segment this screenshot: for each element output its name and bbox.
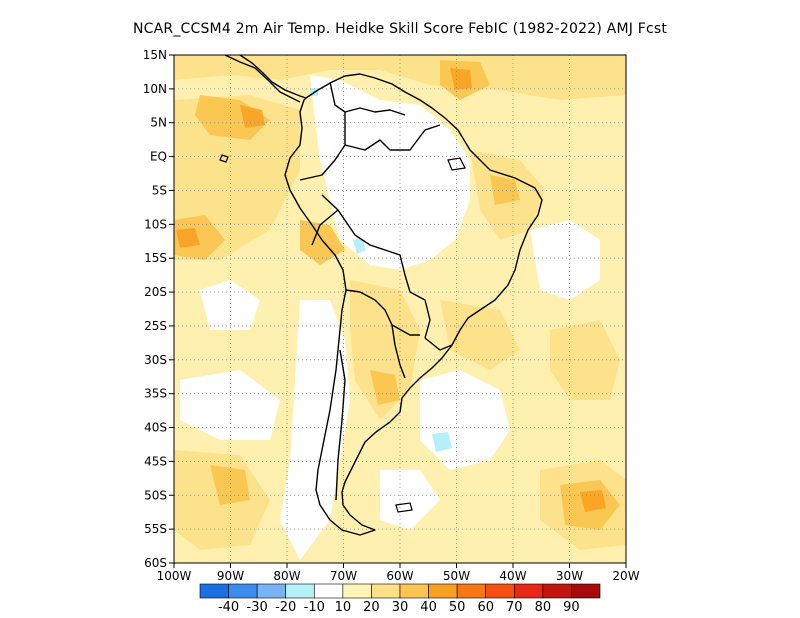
lat-tick-label: 50S	[144, 488, 167, 502]
colorbar-label: -40	[218, 600, 239, 615]
lat-tick-label: 15S	[144, 251, 167, 265]
colorbar-label: 80	[535, 600, 552, 615]
colorbar-label: 50	[449, 600, 466, 615]
colorbar-label: 70	[506, 600, 523, 615]
colorbar-swatch	[513, 583, 544, 599]
latitude-axis: 15N 10N 5N EQ 5S 10S 15S 20S 25S 30S 35S 40S 45S 50S 5…	[143, 48, 174, 570]
colorbar-swatch	[285, 583, 315, 599]
colorbar-labels: -40 -30 -20 -10 10 20 30 40 50 60 70 80 90	[218, 600, 580, 615]
colorbar-swatch	[199, 583, 229, 599]
coastline-outline	[224, 55, 543, 536]
lon-tick-label: 60W	[386, 569, 413, 583]
map-gridlines	[174, 55, 626, 563]
lon-tick-label: 40W	[499, 569, 526, 583]
colorbar-label: -30	[247, 600, 268, 615]
lat-tick-label: 60S	[144, 556, 167, 570]
chart-title: NCAR_CCSM4 2m Air Temp. Heidke Skill Sco…	[132, 21, 668, 37]
lat-tick-label: 30S	[144, 353, 167, 367]
lon-tick-label: 30W	[556, 569, 583, 583]
lat-tick-label: 25S	[144, 319, 167, 333]
colorbar-label: -20	[275, 600, 296, 615]
colorbar-label: 60	[477, 600, 494, 615]
lon-tick-label: 100W	[157, 569, 192, 583]
lat-tick-label: 10N	[143, 82, 167, 96]
colorbar-swatch	[256, 583, 287, 599]
lon-tick-label: 70W	[330, 569, 357, 583]
colorbar-swatch	[428, 583, 458, 599]
colorbar-swatch	[571, 583, 601, 599]
lat-tick-label: 45S	[144, 454, 167, 468]
lon-tick-label: 20W	[612, 569, 639, 583]
colorbar-swatch	[399, 583, 429, 599]
longitude-axis: 100W 90W 80W 70W 60W 50W 40W 30W 20W	[157, 563, 640, 583]
colorbar-swatch	[485, 583, 515, 599]
colorbar-label: 40	[420, 600, 437, 615]
lon-tick-label: 90W	[217, 569, 244, 583]
lat-tick-label: 15N	[143, 48, 167, 62]
lat-tick-label: 5S	[152, 183, 167, 197]
islands	[219, 154, 466, 513]
lat-tick-label: 35S	[144, 387, 167, 401]
lat-tick-label: 55S	[144, 522, 167, 536]
colorbar-label: 90	[563, 600, 580, 615]
colorbar-label: 10	[335, 600, 352, 615]
colorbar-swatch	[228, 583, 258, 599]
colorbar-swatch	[313, 583, 344, 599]
lat-tick-label: EQ	[150, 150, 167, 164]
lat-tick-label: 10S	[144, 217, 167, 231]
lon-tick-label: 50W	[443, 569, 470, 583]
colorbar-label: 20	[363, 600, 380, 615]
colorbar-swatch	[371, 583, 401, 599]
lat-tick-label: 40S	[144, 421, 167, 435]
lat-tick-label: 5N	[150, 116, 167, 130]
colorbar	[199, 583, 601, 599]
colorbar-swatch	[456, 583, 487, 599]
colorbar-swatch	[342, 583, 372, 599]
colorbar-label: -10	[304, 600, 325, 615]
colorbar-swatch	[542, 583, 572, 599]
skill-field	[174, 55, 626, 563]
colorbar-label: 30	[392, 600, 409, 615]
lon-tick-label: 80W	[273, 569, 300, 583]
lat-tick-label: 20S	[144, 285, 167, 299]
